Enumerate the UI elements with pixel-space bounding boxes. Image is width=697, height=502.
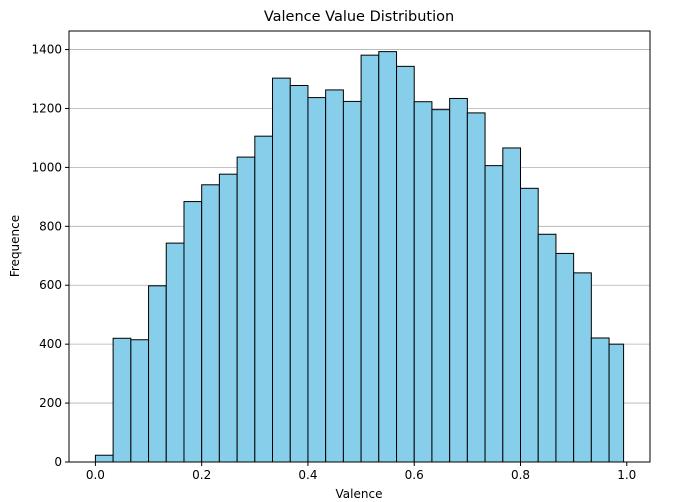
histogram-bar — [236, 156, 256, 463]
histogram-bar — [484, 165, 504, 463]
histogram-bar — [590, 337, 610, 463]
histogram-bar — [431, 109, 451, 463]
x-tick-label: 0.0 — [86, 468, 105, 482]
histogram-bar — [396, 65, 415, 463]
histogram-bar — [307, 97, 327, 463]
histogram-bar — [272, 77, 291, 463]
x-tick-label: 0.6 — [405, 468, 424, 482]
histogram-bar — [466, 112, 486, 463]
histogram-bar — [130, 339, 150, 463]
y-tick-label: 400 — [39, 337, 62, 351]
y-tick-label: 0 — [54, 455, 62, 469]
y-tick-label: 1200 — [31, 101, 62, 115]
histogram-bar — [183, 201, 203, 463]
x-axis-label: Valence — [336, 487, 383, 501]
y-axis-label: Frequence — [8, 215, 22, 277]
y-tick-label: 1000 — [31, 160, 62, 174]
histogram-bar — [218, 173, 238, 463]
x-tick-label: 0.8 — [511, 468, 530, 482]
histogram-bar — [201, 184, 220, 463]
x-tick-label: 0.2 — [192, 468, 211, 482]
histogram-bar — [165, 242, 185, 463]
histogram-bar — [537, 233, 557, 463]
histogram-bar — [608, 343, 625, 463]
y-tick-label: 1400 — [31, 43, 62, 57]
histogram-bar — [520, 187, 539, 463]
histogram-bar — [342, 100, 362, 463]
histogram-bar — [502, 147, 522, 463]
y-tick-label: 200 — [39, 396, 62, 410]
histogram-bar — [413, 101, 433, 463]
y-tick-label: 600 — [39, 278, 62, 292]
histogram-bar — [325, 89, 344, 463]
histogram-bar — [94, 454, 114, 463]
histogram-bar — [289, 85, 309, 463]
histogram-bar — [449, 97, 468, 463]
chart-title: Valence Value Distribution — [264, 9, 454, 25]
plot-frame — [68, 30, 651, 463]
histogram-bar — [360, 54, 380, 463]
histogram-bar — [378, 51, 398, 463]
y-axis-ticks: 0 200 400 600 800 1000 1200 1400 — [31, 43, 69, 469]
histogram-bar — [112, 337, 132, 463]
y-tick-label: 800 — [39, 219, 62, 233]
histogram-bar — [254, 135, 274, 463]
x-tick-label: 1.0 — [617, 468, 636, 482]
histogram-bar — [573, 272, 592, 463]
x-axis-ticks: 0.0 0.2 0.4 0.6 0.8 1.0 — [86, 462, 636, 482]
histogram-bar — [555, 252, 575, 463]
histogram-bar — [148, 285, 167, 463]
x-tick-label: 0.4 — [298, 468, 317, 482]
histogram-bars — [94, 51, 625, 463]
